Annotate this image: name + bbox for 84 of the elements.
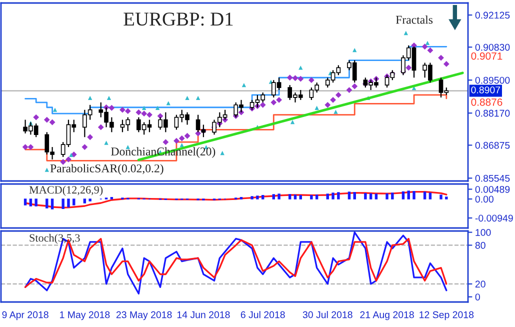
- point: [196, 96, 200, 100]
- chart-title: MACD(12,26,9): [29, 186, 103, 196]
- point: [108, 104, 115, 111]
- point: [146, 112, 152, 118]
- point: [87, 134, 94, 140]
- point: [157, 113, 164, 119]
- point: [66, 156, 72, 162]
- x-tick-label: 14 Jun 2018: [177, 311, 230, 318]
- point: [155, 106, 160, 110]
- point: [308, 77, 314, 84]
- point: [298, 66, 303, 70]
- point: [334, 110, 338, 114]
- point: [425, 40, 430, 45]
- line-series: [24, 231, 448, 294]
- point: [276, 96, 282, 103]
- point: [286, 74, 293, 81]
- point: [120, 106, 126, 113]
- point: [141, 110, 148, 117]
- point: [104, 140, 108, 145]
- y-tick-label: -0.00949: [475, 214, 513, 222]
- y-tick-label: 0.00489: [475, 186, 510, 193]
- point: [406, 64, 412, 71]
- x-tick-label: 21 Aug 2018: [360, 311, 414, 320]
- point: [292, 75, 298, 82]
- chart-title: EURGBP: D1: [124, 12, 233, 26]
- point: [270, 99, 277, 106]
- point: [352, 83, 358, 90]
- y-tick-label: 0.92125: [475, 12, 510, 19]
- point: [427, 47, 434, 54]
- x-tick-label: 30 Jul 2018: [302, 311, 352, 318]
- point: [82, 144, 88, 150]
- point: [22, 144, 28, 150]
- y-tick-label: 0: [475, 294, 480, 300]
- point: [346, 87, 352, 93]
- x-tick-label: 12 Sep 2018: [420, 311, 474, 320]
- point: [314, 106, 319, 110]
- y-tick-label: 20: [475, 280, 486, 288]
- point: [106, 96, 112, 100]
- y-tick-label: 0.86875: [475, 142, 510, 149]
- point: [184, 132, 190, 139]
- point: [174, 138, 180, 144]
- point: [28, 144, 34, 150]
- text: 0.8876: [471, 98, 502, 106]
- y-tick-label: 0.85545: [475, 174, 510, 182]
- x-tick-label: 9 Apr 2018: [2, 311, 48, 320]
- point: [98, 124, 104, 130]
- point: [443, 61, 450, 67]
- point: [178, 135, 185, 142]
- point: [52, 108, 58, 112]
- point: [185, 96, 190, 100]
- point: [330, 96, 336, 103]
- y-tick-label: 0.90830: [475, 44, 510, 51]
- point: [124, 108, 131, 114]
- point: [404, 30, 408, 36]
- point: [44, 168, 49, 172]
- x-tick-label: 23 May 2018: [116, 311, 172, 320]
- point: [298, 76, 304, 82]
- text: 0.9071: [471, 52, 502, 60]
- point: [220, 150, 224, 156]
- point: [422, 44, 428, 50]
- y-tick-label: 80: [475, 242, 486, 249]
- point: [142, 106, 146, 110]
- y-tick-label: 0.89500: [475, 76, 510, 84]
- point: [69, 152, 74, 158]
- y-tick-label: 0.00: [475, 196, 494, 203]
- ref-line-label: 0.8907: [471, 86, 500, 94]
- x-tick-label: 6 Jul 2018: [240, 311, 285, 318]
- annotation: ParabolicSAR(0.02,0.2): [50, 164, 164, 175]
- y-tick-label: 100: [476, 229, 491, 236]
- point: [136, 109, 142, 116]
- point: [162, 139, 169, 146]
- point: [242, 82, 246, 88]
- point: [290, 120, 295, 124]
- chart-title: Stoch(3,5,3: [30, 234, 80, 244]
- point: [335, 92, 342, 98]
- point: [438, 54, 444, 61]
- point: [44, 116, 50, 123]
- point: [324, 102, 331, 108]
- point: [33, 114, 40, 120]
- point: [88, 96, 92, 100]
- point: [260, 102, 266, 108]
- x-tick-label: 1 May 2018: [60, 311, 110, 320]
- annotation: Fractals: [396, 15, 433, 24]
- y-tick-label: 0.88170: [475, 110, 510, 117]
